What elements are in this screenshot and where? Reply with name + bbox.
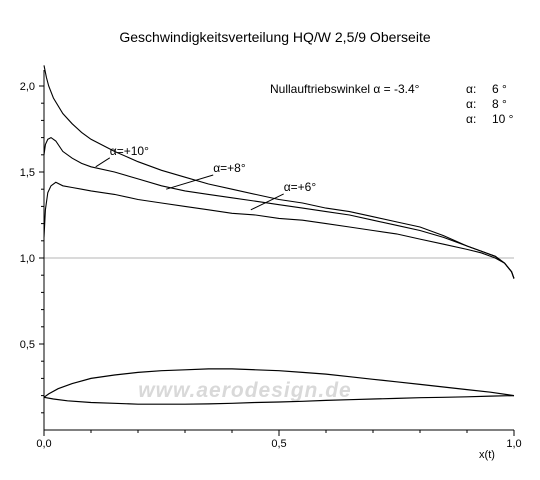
airfoil-upper-surface xyxy=(43,368,515,398)
series-label-leader-1 xyxy=(166,174,214,190)
y-tick-label: 2,0 xyxy=(20,81,35,93)
legend-symbol: α: xyxy=(466,112,476,126)
series-label-0: α=+10° xyxy=(110,144,149,158)
chart-title: Geschwindigkeitsverteilung HQ/W 2,5/9 Ob… xyxy=(119,29,430,45)
annotation-header: Nullauftriebswinkel α = -3.4° xyxy=(270,82,420,96)
y-tick-label: 1,0 xyxy=(20,253,35,265)
series-line-2 xyxy=(43,181,515,279)
legend-symbol: α: xyxy=(466,97,476,111)
watermark-layer: www.aerodesign.de xyxy=(138,379,351,402)
series-label-leader-2 xyxy=(250,193,284,211)
legend-value: 6 ° xyxy=(492,82,507,96)
x-axis-label: x(t) xyxy=(479,449,495,461)
ticks-layer: 0,5 1,0 1,5 2,0 0,0 0,5 1,0 xyxy=(20,81,522,450)
legend-value: 10 ° xyxy=(492,112,514,126)
axes xyxy=(43,70,514,431)
legend-symbol: α: xyxy=(466,82,476,96)
watermark: www.aerodesign.de xyxy=(138,379,351,402)
y-tick-label: 1,5 xyxy=(20,167,35,179)
series-line-1 xyxy=(43,136,515,279)
y-tick-label: 0,5 xyxy=(20,339,35,351)
airfoil-lower-surface xyxy=(43,395,515,405)
x-tick-label: 0,5 xyxy=(271,438,286,450)
series-label-leader-0 xyxy=(95,157,111,168)
series-label-2: α=+6° xyxy=(284,180,317,194)
series-layer xyxy=(43,65,515,279)
legend: α: 6 ° α: 8 ° α: 10 ° xyxy=(466,82,514,126)
x-tick-label: 0,0 xyxy=(36,438,51,450)
series-label-1: α=+8° xyxy=(213,161,246,175)
series-labels-layer: α=+10° α=+8° α=+6° xyxy=(95,144,317,211)
legend-value: 8 ° xyxy=(492,97,507,111)
airfoil-layer xyxy=(43,368,515,405)
x-tick-label: 1,0 xyxy=(506,438,521,450)
